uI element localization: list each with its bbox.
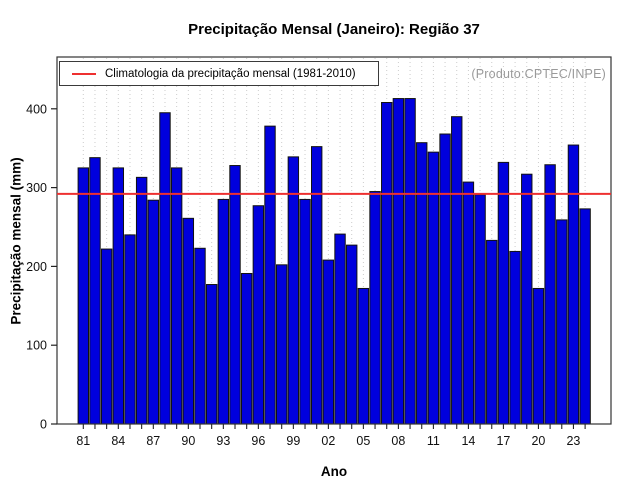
bar-2008 bbox=[392, 98, 405, 425]
bar-2006 bbox=[369, 191, 381, 425]
bar-2007 bbox=[381, 101, 393, 425]
y-tick-label-400: 400 bbox=[26, 102, 47, 116]
x-tick-label-93: 93 bbox=[216, 434, 230, 448]
bar-1999 bbox=[287, 156, 300, 425]
bar-2015 bbox=[474, 194, 486, 425]
bar-1982 bbox=[89, 157, 101, 425]
bar-1989 bbox=[170, 167, 183, 425]
bar-2021 bbox=[544, 164, 556, 425]
x-tick-label-81: 81 bbox=[76, 434, 90, 448]
bar-2005 bbox=[357, 287, 370, 425]
bar-2024 bbox=[579, 208, 591, 425]
bar-1985 bbox=[124, 234, 136, 425]
bar-2000 bbox=[299, 198, 311, 425]
bar-1998 bbox=[275, 264, 288, 425]
bar-2016 bbox=[486, 239, 498, 425]
x-tick-label-05: 05 bbox=[356, 434, 370, 448]
bar-1991 bbox=[194, 247, 206, 425]
climatology-line-swatch bbox=[72, 72, 96, 75]
x-axis-title: Ano bbox=[320, 464, 348, 479]
bar-2010 bbox=[416, 142, 428, 425]
bar-2004 bbox=[346, 244, 358, 425]
plot-box bbox=[56, 56, 612, 425]
y-tick-label-100: 100 bbox=[26, 339, 47, 353]
x-tick-label-02: 02 bbox=[321, 434, 335, 448]
x-tick-label-84: 84 bbox=[111, 434, 125, 448]
bar-2013 bbox=[451, 116, 463, 425]
legend-label: Climatologia da precipitação mensal (198… bbox=[105, 67, 356, 80]
bar-1996 bbox=[252, 205, 265, 425]
bar-1983 bbox=[100, 248, 113, 425]
x-tick-label-14: 14 bbox=[461, 434, 475, 448]
bar-2002 bbox=[322, 259, 335, 425]
bar-1994 bbox=[229, 165, 241, 425]
y-axis-title: Precipitação mensal (mm) bbox=[8, 157, 24, 325]
x-tick-label-23: 23 bbox=[566, 434, 580, 448]
bar-1981 bbox=[77, 167, 89, 425]
bar-2020 bbox=[532, 287, 545, 425]
bar-2017 bbox=[497, 161, 510, 425]
bar-2022 bbox=[556, 219, 568, 425]
product-watermark: (Produto:CPTEC/INPE) bbox=[471, 67, 606, 81]
x-tick-label-87: 87 bbox=[146, 434, 160, 448]
bar-2023 bbox=[567, 144, 580, 425]
y-tick-label-200: 200 bbox=[26, 260, 47, 274]
bar-1987 bbox=[147, 199, 160, 425]
x-tick-label-96: 96 bbox=[251, 434, 265, 448]
bar-2018 bbox=[509, 250, 521, 425]
bar-2014 bbox=[462, 181, 475, 425]
bar-2001 bbox=[311, 146, 323, 425]
chart-title: Precipitação Mensal (Janeiro): Região 37 bbox=[188, 21, 480, 38]
bar-1990 bbox=[182, 217, 195, 425]
bar-2003 bbox=[334, 233, 346, 425]
bar-2012 bbox=[439, 133, 451, 425]
bar-1984 bbox=[112, 167, 125, 425]
y-tick-label-0: 0 bbox=[40, 418, 47, 432]
y-tick-label-300: 300 bbox=[26, 181, 47, 195]
x-tick-label-90: 90 bbox=[181, 434, 195, 448]
bar-1997 bbox=[264, 125, 276, 425]
x-tick-label-11: 11 bbox=[427, 434, 440, 448]
x-tick-label-99: 99 bbox=[286, 434, 300, 448]
bar-2019 bbox=[521, 173, 533, 425]
bar-1993 bbox=[217, 198, 230, 425]
x-tick-label-08: 08 bbox=[391, 434, 405, 448]
bar-1988 bbox=[159, 112, 171, 425]
x-tick-label-17: 17 bbox=[496, 434, 510, 448]
bar-1995 bbox=[240, 272, 253, 425]
legend-box: Climatologia da precipitação mensal (198… bbox=[59, 61, 379, 86]
bar-1992 bbox=[205, 284, 218, 425]
x-tick-label-20: 20 bbox=[531, 434, 545, 448]
bar-1986 bbox=[135, 176, 148, 425]
bar-2009 bbox=[404, 98, 416, 425]
